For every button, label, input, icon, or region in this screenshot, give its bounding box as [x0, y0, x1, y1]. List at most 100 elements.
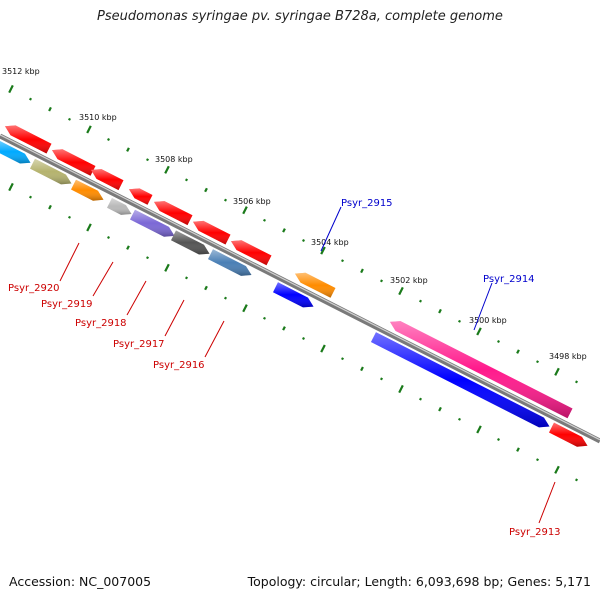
- leader-psyr-2918: [126, 280, 147, 316]
- gene-arrow[interactable]: [129, 188, 153, 205]
- gene-arrow-shading: [390, 321, 573, 419]
- tick-mark-inner: [146, 256, 149, 260]
- genome-backbone: [0, 133, 600, 444]
- gene-arrow[interactable]: [107, 198, 132, 215]
- leader-psyr-2914: [473, 282, 493, 331]
- tick-mark-outer: [458, 319, 461, 323]
- tick-mark-inner: [497, 438, 500, 441]
- gene-arrow-shading: [208, 249, 252, 276]
- gene-label-psyr-2914[interactable]: Psyr_2914: [483, 274, 535, 285]
- gene-arrow[interactable]: [130, 209, 175, 237]
- gene-arrow-shading: [91, 169, 124, 191]
- tick-mark-inner: [48, 204, 52, 210]
- tick-mark-outer: [438, 308, 442, 314]
- tick-mark-inner: [516, 447, 520, 452]
- tick-mark-inner: [341, 357, 344, 361]
- tick-mark-outer: [146, 158, 149, 162]
- gene-label-psyr-2913[interactable]: Psyr_2913: [509, 527, 561, 538]
- backbone-line: [0, 133, 600, 444]
- map-title: Pseudomonas syringae pv. syringae B728a,…: [97, 9, 503, 24]
- leader-psyr-2917: [164, 299, 185, 337]
- gene-arrow[interactable]: [52, 149, 96, 176]
- tick-marks: [8, 84, 578, 482]
- gene-arrow-shading: [549, 422, 588, 447]
- tick-label-3506: 3506 kbp: [233, 197, 271, 206]
- tick-mark-inner: [107, 236, 110, 239]
- gene-arrow[interactable]: [371, 332, 550, 428]
- tick-mark-outer: [360, 268, 364, 274]
- tick-mark-outer: [419, 299, 422, 303]
- leader-psyr-2913: [538, 481, 556, 524]
- gene-labels: Psyr_2920 Psyr_2919 Psyr_2918 Psyr_2917 …: [8, 198, 561, 538]
- tick-mark-outer: [68, 117, 71, 121]
- tick-mark-inner: [419, 397, 422, 401]
- gene-arrow[interactable]: [193, 220, 231, 245]
- accession-text: Accession: NC_007005: [9, 574, 152, 589]
- tick-mark-inner: [242, 304, 248, 313]
- leader-psyr-2920: [59, 242, 80, 282]
- tick-mark-inner: [86, 223, 92, 232]
- gene-arrow-shading: [171, 230, 210, 255]
- gene-arrow-shading: [371, 332, 550, 428]
- tick-mark-outer: [398, 286, 404, 296]
- gene-arrow[interactable]: [91, 169, 124, 191]
- gene-arrow[interactable]: [231, 240, 272, 266]
- tick-mark-outer: [302, 239, 305, 242]
- tick-mark-outer: [185, 178, 188, 182]
- gene-arrow[interactable]: [0, 140, 31, 164]
- gene-arrow[interactable]: [295, 272, 336, 298]
- gene-arrow[interactable]: [5, 125, 52, 154]
- tick-mark-inner: [320, 344, 326, 353]
- tick-label-3512: 3512 kbp: [2, 67, 40, 76]
- gene-arrow-shading: [30, 158, 72, 185]
- tick-label-3508: 3508 kbp: [155, 155, 193, 164]
- gene-arrow[interactable]: [273, 282, 314, 308]
- gene-arrow-shading: [130, 209, 175, 237]
- tick-mark-inner: [68, 215, 71, 219]
- gene-arrow[interactable]: [30, 158, 72, 185]
- gene-arrow[interactable]: [171, 230, 210, 255]
- gene-arrow[interactable]: [549, 422, 588, 447]
- gene-label-psyr-2920[interactable]: Psyr_2920: [8, 283, 60, 294]
- tick-label-3510: 3510 kbp: [79, 113, 117, 122]
- tick-mark-outer: [86, 125, 92, 134]
- tick-label-3498: 3498 kbp: [549, 352, 587, 361]
- tick-labels: 3512 kbp 3510 kbp 3508 kbp 3506 kbp 3504…: [2, 67, 587, 361]
- tick-mark-outer: [164, 165, 170, 174]
- leader-psyr-2919: [92, 261, 114, 297]
- gene-arrow-shading: [295, 272, 336, 298]
- tick-mark-outer: [497, 340, 500, 343]
- gene-arrow[interactable]: [390, 321, 573, 419]
- tick-mark-inner: [204, 285, 208, 291]
- gene-label-psyr-2919[interactable]: Psyr_2919: [41, 299, 93, 310]
- tick-mark-inner: [458, 417, 461, 421]
- gene-label-psyr-2916[interactable]: Psyr_2916: [153, 360, 205, 371]
- gene-label-psyr-2917[interactable]: Psyr_2917: [113, 339, 165, 350]
- tick-mark-inner: [302, 337, 305, 340]
- tick-mark-inner: [263, 316, 266, 320]
- gene-arrow-shading: [71, 179, 104, 201]
- gene-label-psyr-2918[interactable]: Psyr_2918: [75, 318, 127, 329]
- gene-arrow[interactable]: [208, 249, 252, 276]
- gene-arrow[interactable]: [71, 179, 104, 201]
- gene-arrow-shading: [231, 240, 272, 266]
- tick-mark-outer: [320, 246, 326, 255]
- tick-mark-outer: [263, 218, 266, 222]
- tick-mark-inner: [282, 326, 286, 331]
- tick-mark-outer: [242, 206, 248, 215]
- tick-mark-inner: [438, 406, 442, 412]
- tick-label-3502: 3502 kbp: [390, 276, 428, 285]
- genes[interactable]: [0, 125, 588, 447]
- tick-mark-outer: [575, 380, 578, 384]
- gene-arrow[interactable]: [154, 201, 193, 226]
- gene-arrow-shading: [107, 198, 132, 215]
- tick-mark-outer: [554, 367, 560, 376]
- tick-mark-inner: [380, 377, 383, 381]
- tick-mark-outer: [126, 147, 130, 152]
- gene-label-psyr-2915[interactable]: Psyr_2915: [341, 198, 393, 209]
- tick-mark-outer: [107, 138, 110, 141]
- tick-mark-outer: [380, 279, 383, 283]
- tick-mark-outer: [224, 198, 227, 202]
- leader-psyr-2916: [204, 320, 225, 358]
